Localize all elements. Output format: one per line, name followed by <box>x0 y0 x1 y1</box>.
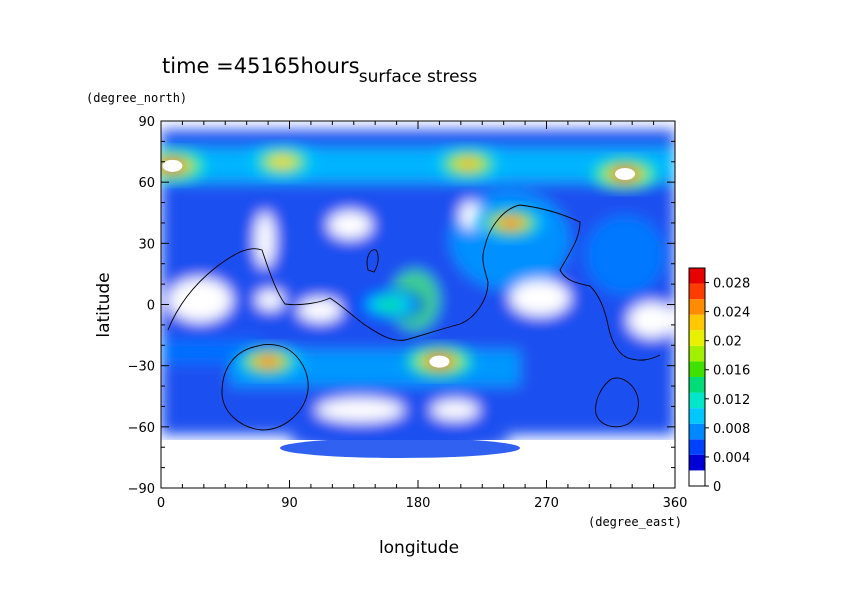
x-axis: 0 90 180 270 360 <box>157 121 688 511</box>
stress-peak <box>433 147 502 180</box>
calm-hole <box>256 290 284 310</box>
stress-peak <box>355 288 424 321</box>
colorbar-tick-label: 0.028 <box>713 277 750 292</box>
y-tick-label: −90 <box>128 482 155 497</box>
peak-contour <box>273 157 292 166</box>
colorbar-frame <box>688 267 706 487</box>
calm-hole <box>628 302 675 338</box>
stress-peak <box>248 145 317 178</box>
calm-hole <box>316 398 404 422</box>
x-tick-label: 90 <box>281 496 298 511</box>
y-tick-label: 90 <box>138 115 155 130</box>
y-unit-label: (degree_north) <box>86 91 187 105</box>
stress-south-lobe <box>280 438 520 458</box>
island-outline <box>366 249 379 273</box>
peak-core <box>429 355 450 368</box>
colorbar-tick-label: 0.008 <box>713 422 750 437</box>
calm-hole <box>255 212 275 268</box>
calm-hole <box>431 400 479 420</box>
y-axis: 90 60 30 0 −30 −60 −90 <box>128 115 675 497</box>
colorbar-swatch <box>689 408 705 424</box>
peak-contour <box>459 159 477 168</box>
peak-core <box>615 168 636 181</box>
colorbar-swatch <box>689 423 705 440</box>
x-unit-label: (degree_east) <box>588 515 682 529</box>
x-tick-label: 270 <box>534 496 559 511</box>
chart-title: surface stress <box>359 67 478 87</box>
peak-contour <box>380 300 399 309</box>
x-tick-label: 0 <box>157 496 165 511</box>
colorbar-swatch <box>689 439 705 455</box>
calm-hole <box>168 278 232 322</box>
calm-hole <box>328 211 372 239</box>
colorbar: 0 0.004 0.008 0.012 0.016 0.02 0.024 0.028 <box>688 267 750 495</box>
stress-far-east <box>585 215 665 295</box>
colorbar-tick-label: 0 <box>713 480 721 495</box>
time-label: time =45165hours <box>162 54 360 78</box>
y-tick-label: 30 <box>138 237 155 252</box>
colorbar-swatch <box>689 345 705 362</box>
colorbar-swatch <box>689 283 705 300</box>
colorbar-swatch <box>689 392 705 409</box>
y-tick-label: 60 <box>138 176 155 191</box>
colorbar-swatch <box>689 314 705 331</box>
x-tick-label: 360 <box>663 496 688 511</box>
colorbar-tick-label: 0.012 <box>713 393 750 408</box>
stress-peak <box>476 206 545 239</box>
calm-hole <box>510 280 570 316</box>
colorbar-tick-label: 0.016 <box>713 364 750 379</box>
colorbar-swatch <box>689 361 705 377</box>
stress-northern-jet <box>161 148 675 182</box>
calm-hole <box>460 201 480 229</box>
stress-field <box>161 121 675 488</box>
x-tick-label: 180 <box>406 496 431 511</box>
y-tick-label: −60 <box>128 421 155 436</box>
x-axis-label: longitude <box>379 538 459 558</box>
colorbar-tick-label: 0.004 <box>713 451 750 466</box>
y-axis-label: latitude <box>94 272 114 337</box>
colorbar-swatch <box>689 470 705 486</box>
colorbar-tick-label: 0.024 <box>713 306 750 321</box>
colorbar-swatch <box>689 377 705 393</box>
colorbar-swatch <box>689 330 705 346</box>
colorbar-swatch <box>689 299 705 315</box>
colorbar-tick-label: 0.02 <box>713 335 742 350</box>
stress-peak <box>234 345 303 378</box>
colorbar-swatch <box>689 268 705 284</box>
southeast-outline <box>595 377 639 428</box>
peak-contour <box>259 357 277 366</box>
southern-outline <box>221 344 309 431</box>
colorbar-swatch <box>689 454 705 471</box>
peak-contour <box>501 218 520 228</box>
y-tick-label: 0 <box>147 299 155 314</box>
peak-core <box>162 159 183 172</box>
continent-outline <box>167 204 661 361</box>
y-tick-label: −30 <box>128 360 155 375</box>
